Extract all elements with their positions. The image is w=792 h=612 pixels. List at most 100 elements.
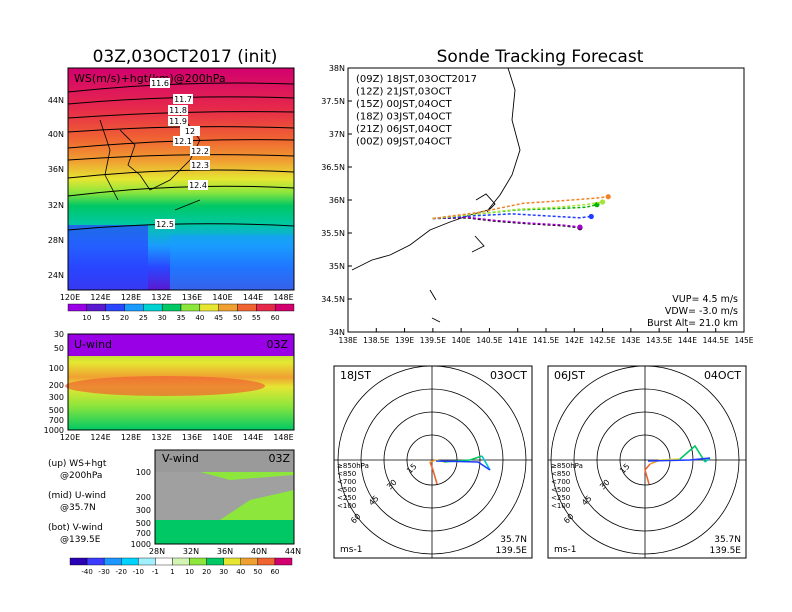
wind-colorbar-label: -20 <box>116 568 127 576</box>
hodograph-level: <100 <box>337 502 356 510</box>
wind-colorbar-cell <box>69 557 88 566</box>
track-lat-label: 36N <box>329 196 345 205</box>
track-lon-label: 145E <box>734 336 753 345</box>
track-lon-label: 139.5E <box>420 336 446 345</box>
ws-colorbar-label: 25 <box>139 314 148 322</box>
ws-colorbar-cell <box>105 303 125 312</box>
track-legend-entry: (21Z) 06JST,04OCT <box>356 124 452 135</box>
wind-colorbar-cell <box>155 557 173 566</box>
ws-lat-label: 32N <box>48 201 64 210</box>
legend-note: (up) WS+hgt <box>48 459 107 469</box>
hodograph-time: 18JST <box>340 369 371 382</box>
track-lat-label: 35N <box>329 262 345 271</box>
u-p-label: 200 <box>49 381 64 390</box>
contour-label-bg <box>168 105 188 115</box>
track-lon-label: 142E <box>565 336 584 345</box>
ws-lon-label: 148E <box>273 293 293 302</box>
wind-colorbar-label: -1 <box>152 568 159 576</box>
right-title: Sonde Tracking Forecast <box>437 47 644 67</box>
ws-colorbar-label: 40 <box>195 314 204 322</box>
u-lon-label: 120E <box>60 433 80 442</box>
track-lat-ticks: 38N 37.5N 37N 36.5N 36N 35.5N 35N 34.5N 34N <box>321 64 352 337</box>
u-p-label: 100 <box>49 364 64 373</box>
contour-label-bg <box>155 219 175 229</box>
u-lon-label: 124E <box>90 433 110 442</box>
ws-lon-label: 136E <box>182 293 202 302</box>
hodograph-level: <850 <box>337 470 356 478</box>
hodograph-level: <500 <box>551 486 570 494</box>
contour-label: 12.4 <box>189 181 207 190</box>
wind-colorbar-label: -30 <box>98 568 109 576</box>
track-legend-entry: (15Z) 00JST,04OCT <box>356 99 452 110</box>
wind-colorbar-cell <box>240 557 259 566</box>
wind-colorbar-label: -40 <box>81 568 92 576</box>
u-lon-label: 132E <box>151 433 171 442</box>
ws-colorbar-label: 35 <box>177 314 186 322</box>
u-p-label: 50 <box>54 344 64 353</box>
contour-label-bg <box>190 146 210 156</box>
ws-colorbar-label: 45 <box>214 314 223 322</box>
hodograph-time: 06JST <box>554 369 585 382</box>
legend-note: (bot) V-wind <box>48 523 103 533</box>
v-panel-time: 03Z <box>268 452 290 465</box>
hodograph-level: <500 <box>337 486 356 494</box>
v-p-label: 500 <box>136 519 151 528</box>
wind-colorbar-cell <box>206 557 224 566</box>
u-lon-label: 144E <box>243 433 263 442</box>
contour-label: 12 <box>185 127 195 136</box>
contour-label-bg <box>190 160 210 170</box>
track-lon-label: 141E <box>508 336 527 345</box>
wind-colorbar-cell <box>257 557 276 566</box>
contour-label-bg <box>150 78 170 88</box>
track-legend-entry: (12Z) 21JST,03OCT <box>356 87 452 98</box>
ws-lon-label: 132E <box>151 293 171 302</box>
u-lon-label: 136E <box>182 433 202 442</box>
ws-colorbar-label: 10 <box>82 314 91 322</box>
ws-lon-label: 128E <box>121 293 141 302</box>
v-lat-label: 40N <box>251 547 267 556</box>
u-lon-label: 140E <box>212 433 232 442</box>
wind-colorbar: -40 -30 -20 -10 -1 1 10 20 30 40 50 60 <box>69 557 293 576</box>
track-lon-label: 140.5E <box>476 336 502 345</box>
ws-colorbar-label: 50 <box>233 314 242 322</box>
track-lon-ticks: 138E 138.5E 139E 139.5E 140E 140.5E 141E 141.5E… <box>338 328 754 345</box>
u-p-label: 500 <box>49 406 64 415</box>
contour-label: 11.9 <box>169 117 187 126</box>
contour-label: 11.8 <box>169 106 187 115</box>
ws-lon-label: 140E <box>212 293 232 302</box>
ws-lon-ticks: 120E 124E 128E 132E 136E 140E 144E 148E <box>60 293 294 302</box>
hodograph-lon: 139.5E <box>496 546 528 556</box>
wind-colorbar-label: 50 <box>253 568 262 576</box>
track-lines <box>432 194 611 231</box>
hodograph-trace <box>659 458 681 461</box>
track-legend-entry: (09Z) 18JST,03OCT2017 <box>356 74 477 85</box>
hodograph-date: 03OCT <box>490 369 527 382</box>
hodograph-trace <box>481 455 491 471</box>
hodograph-lat: 35.7N <box>714 535 741 545</box>
ws-colorbar-cell <box>67 303 88 312</box>
contour-label-bg <box>168 116 188 126</box>
track-lat-label: 37.5N <box>321 97 345 106</box>
hodograph-lat: 35.7N <box>500 535 527 545</box>
contour-label-bg <box>188 180 208 190</box>
track-lon-label: 142.5E <box>589 336 615 345</box>
ws-colorbar-label: 30 <box>158 314 167 322</box>
ws-colorbar-cell <box>180 303 201 312</box>
u-p-label: 300 <box>49 393 64 402</box>
hodograph-level: ≥850hPa <box>551 462 583 470</box>
hodograph-level: ≥850hPa <box>337 462 369 470</box>
ws-colorbar-label: 20 <box>120 314 129 322</box>
legend-note: (mid) U-wind <box>48 491 106 501</box>
wind-colorbar-label: 30 <box>219 568 228 576</box>
u-p-label: 30 <box>54 330 64 339</box>
hodograph-trace <box>435 460 491 471</box>
hodograph-level: <250 <box>337 494 356 502</box>
track-lon-label: 143E <box>621 336 640 345</box>
legend-notes: (up) WS+hgt @200hPa (mid) U-wind @35.7N (bot… <box>48 459 107 545</box>
legend-note: @139.5E <box>60 535 101 545</box>
track-param: VDW= -3.0 m/s <box>665 306 738 317</box>
